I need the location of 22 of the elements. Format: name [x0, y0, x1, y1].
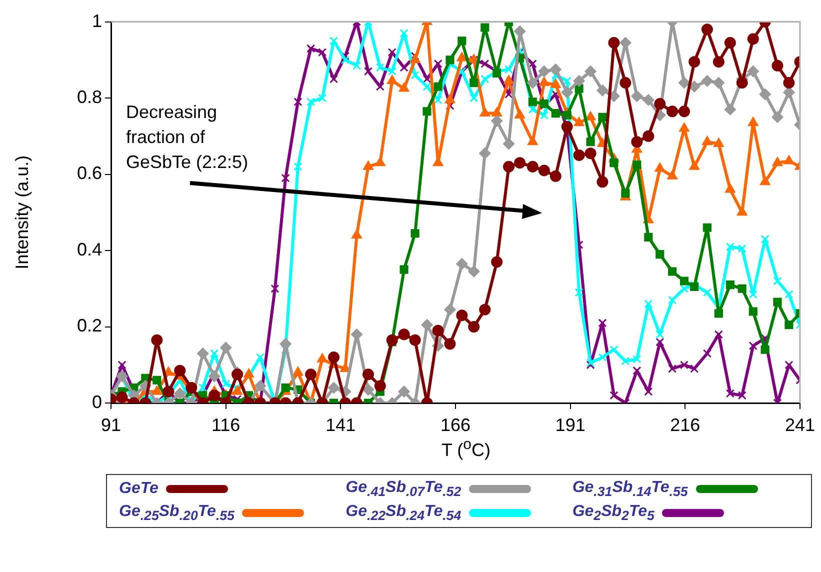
- y-tick-label: 1: [92, 10, 102, 31]
- x-tick-label: 91: [100, 414, 122, 435]
- legend-label: GeTe: [119, 480, 158, 498]
- legend-label: Ge$_{.25}$Sb$_{.20}$Te$_{.55}$: [119, 503, 234, 524]
- legend-label: Ge$_{2}$Sb$_{2}$Te$_{5}$: [572, 503, 654, 524]
- legend-label: Ge$_{.22}$Sb$_{.24}$Te$_{.54}$: [346, 503, 462, 524]
- x-tick-label: 216: [670, 414, 700, 435]
- y-tick-label: 0.6: [76, 163, 102, 184]
- y-tick-label: 0: [92, 392, 102, 412]
- y-tick-label: 0.4: [76, 239, 102, 260]
- x-tick-label: 116: [211, 414, 240, 435]
- x-axis-title: T ($^{o}$C): [440, 436, 492, 461]
- legend-label: Ge$_{.41}$Sb$_{.07}$Te$_{.52}$: [346, 479, 462, 500]
- y-tick-label: 0.2: [76, 316, 102, 336]
- legend-label: Ge$_{.31}$Sb$_{.14}$Te$_{.55}$: [572, 479, 688, 500]
- y-axis-title: Intensity (a.u.): [12, 155, 32, 270]
- x-tick-label: 191: [555, 414, 586, 435]
- annotation: Decreasing fraction of GeSbTe (2:2:5): [126, 101, 250, 174]
- x-tick-label: 141: [326, 414, 356, 435]
- y-tick-label: 0.8: [76, 87, 102, 108]
- x-tick-label: 166: [440, 414, 471, 435]
- x-tick-label: 241: [784, 414, 816, 435]
